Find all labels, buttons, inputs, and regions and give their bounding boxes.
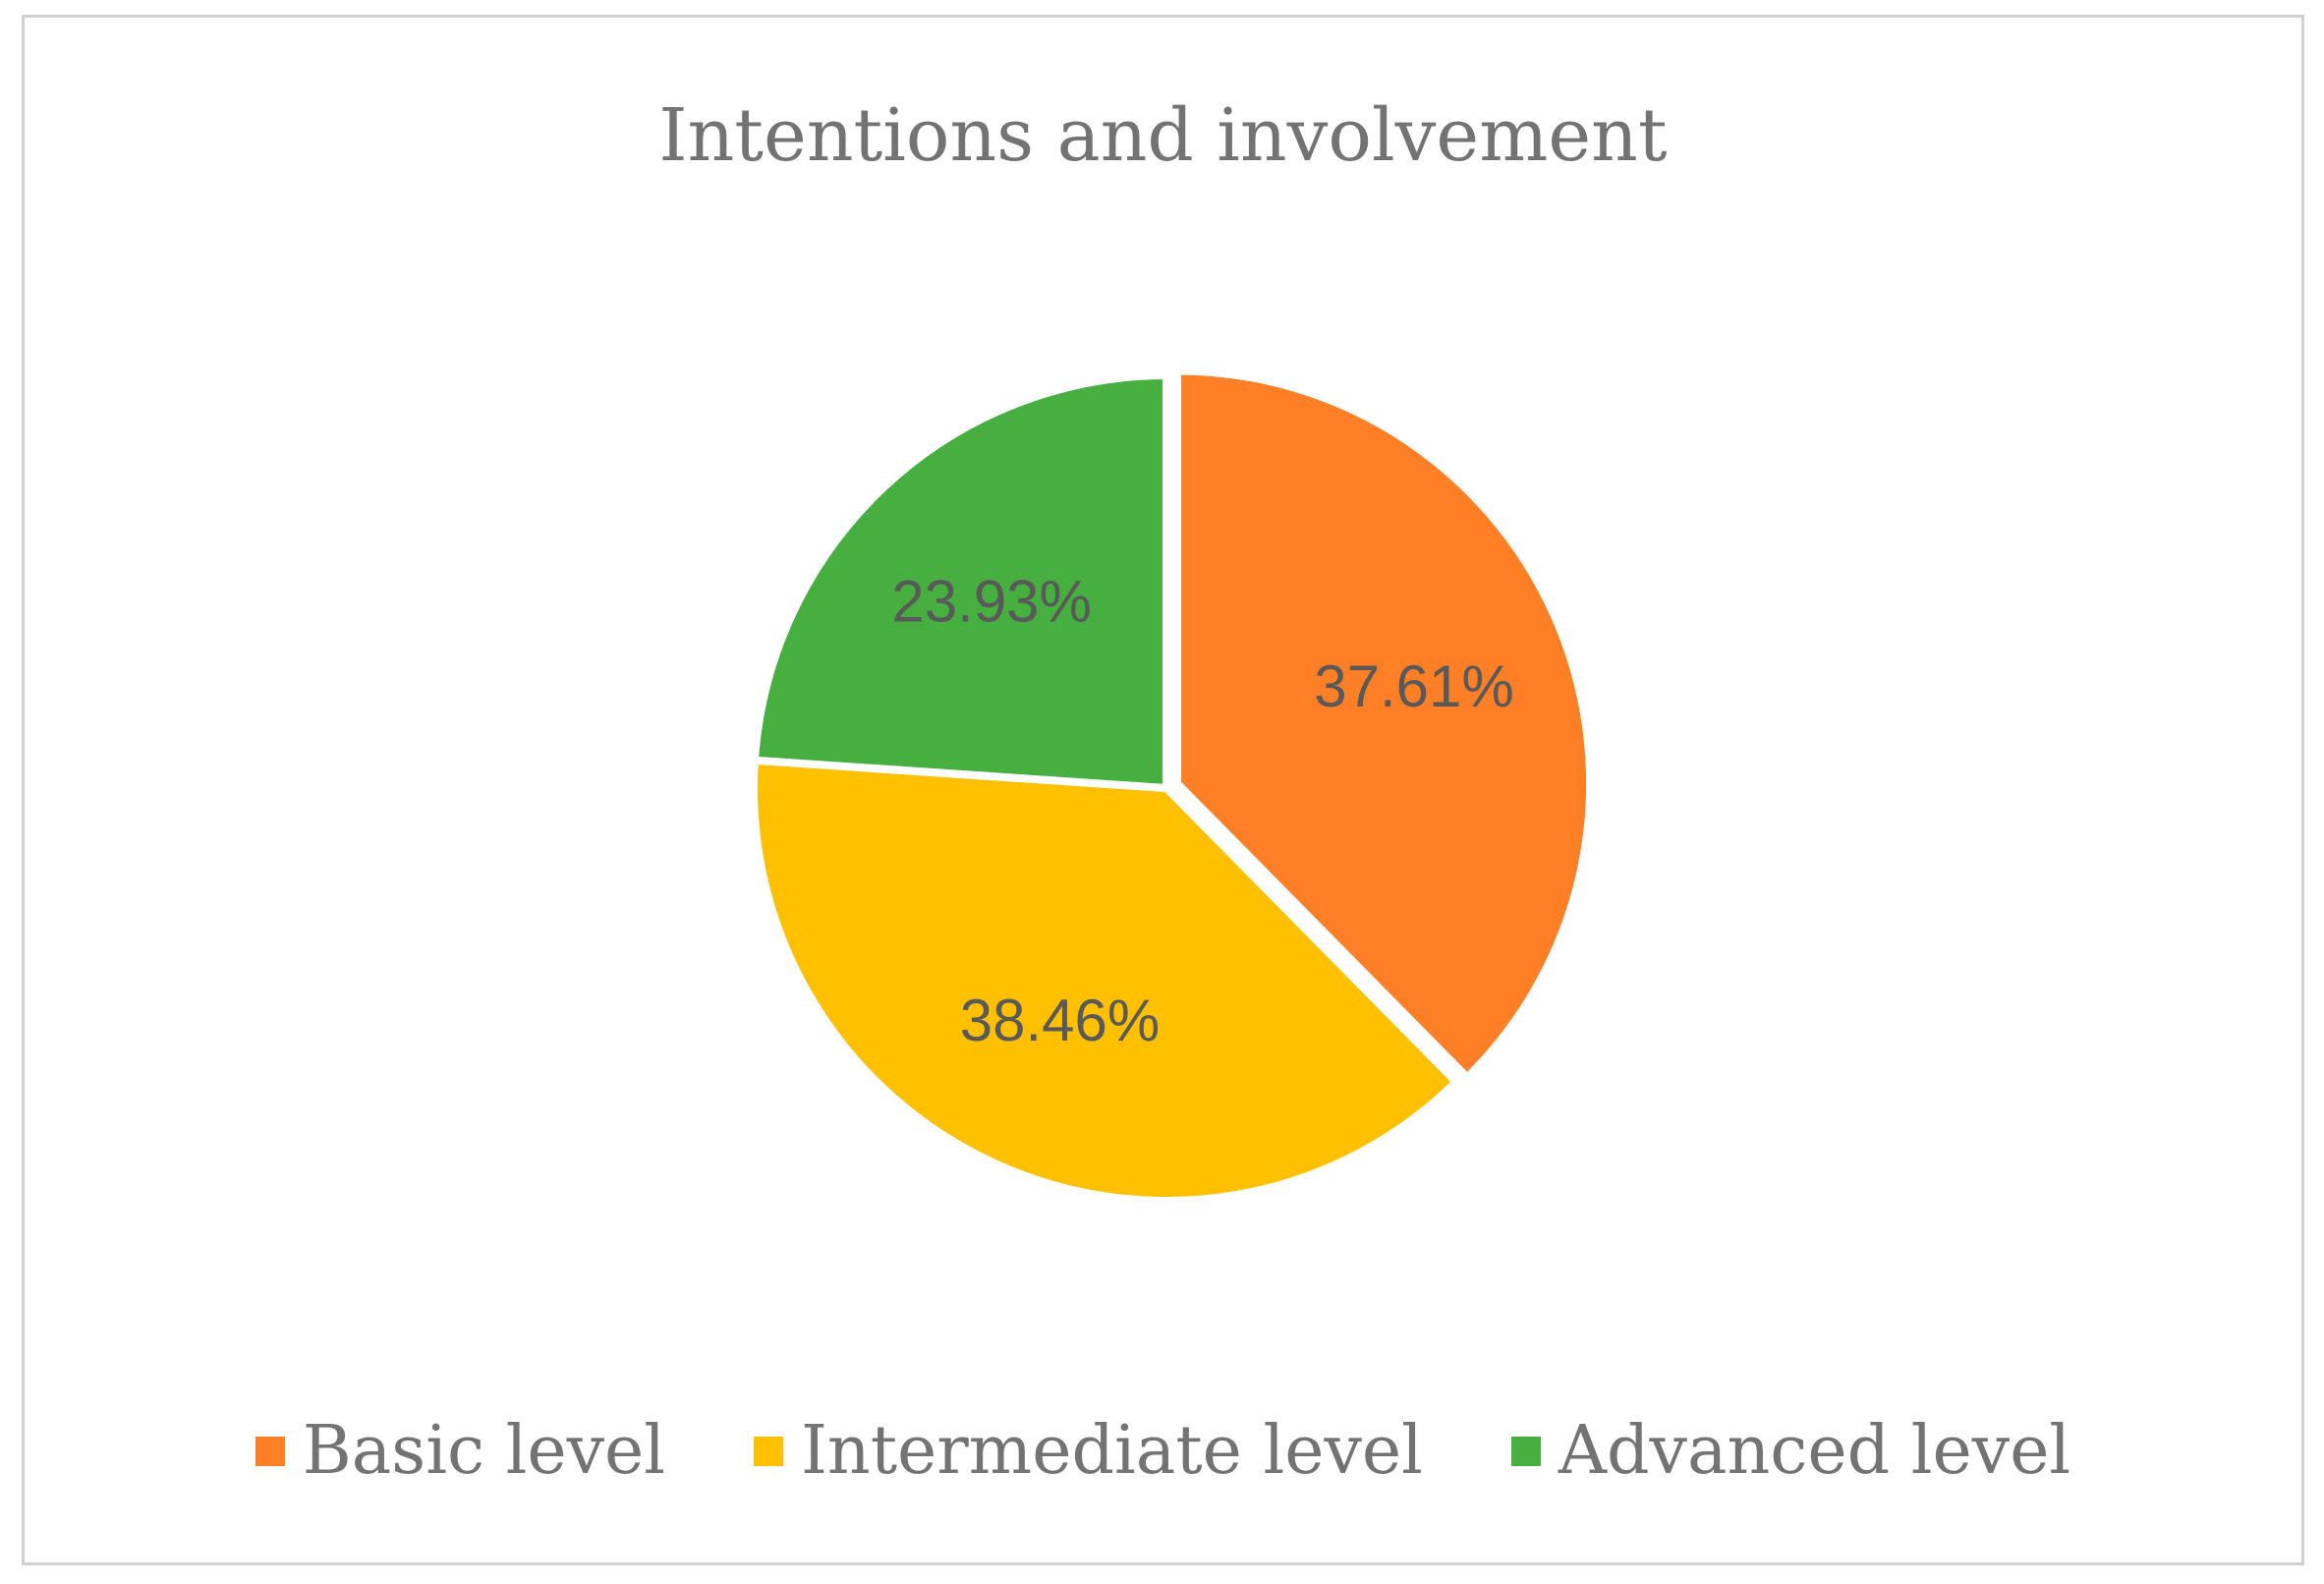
pie-slices [750,367,1595,1205]
chart-frame: Intentions and involvement 37.61% 38.46% 2… [22,15,2304,1565]
data-label-intermediate-level: 38.46% [960,988,1161,1053]
legend-swatch-basic [255,1437,285,1466]
legend-swatch-advanced [1510,1437,1541,1466]
pie-slice-basic-level [1173,367,1595,1082]
legend: Basic level Intermediate level Advanced … [25,1418,2301,1485]
pie-chart: 37.61% 38.46% 23.93% [750,367,1595,1205]
legend-label-intermediate: Intermediate level [801,1412,1423,1490]
legend-item-basic-level: Basic level [255,1418,665,1485]
chart-title: Intentions and involvement [658,93,1668,178]
legend-label-advanced: Advanced level [1558,1412,2071,1490]
pie-slice-intermediate-level [750,756,1460,1205]
legend-swatch-intermediate [754,1437,784,1466]
pie-labels: 37.61% 38.46% 23.93% [891,568,1513,1053]
legend-label-basic: Basic level [302,1412,666,1490]
data-label-basic-level: 37.61% [1314,653,1514,719]
legend-item-advanced-level: Advanced level [1510,1412,2071,1490]
legend-item-intermediate-level: Intermediate level [754,1418,1423,1485]
pie-slice-advanced-level [750,371,1170,792]
data-label-advanced-level: 23.93% [891,568,1092,634]
